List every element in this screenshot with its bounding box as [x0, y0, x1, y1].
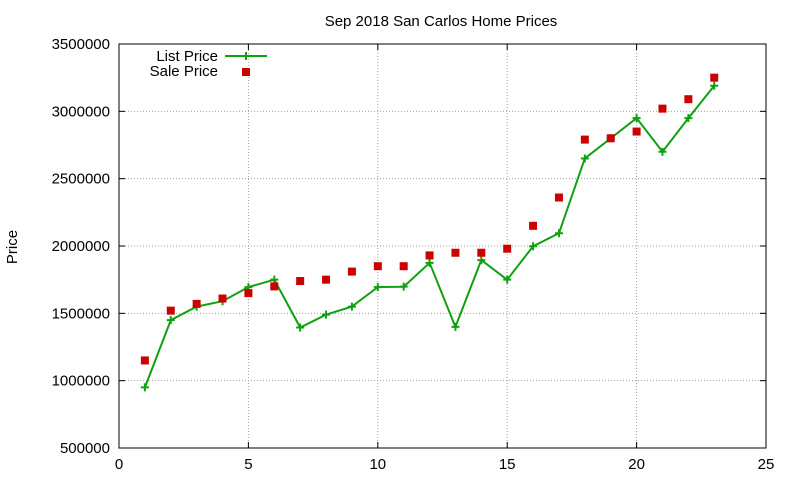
list-price-point — [166, 316, 175, 325]
y-axis-label: Price — [4, 230, 21, 264]
sale-price-point — [192, 299, 201, 308]
list-price-point — [425, 258, 434, 267]
y-tick-label: 2000000 — [52, 238, 110, 255]
legend-label-list-price: List Price — [156, 48, 218, 65]
legend-marker-list-price — [242, 52, 250, 60]
y-tick-label: 1000000 — [52, 373, 110, 390]
grid-lines — [119, 44, 766, 448]
x-tick-label: 25 — [758, 456, 775, 473]
list-price-point — [296, 323, 305, 332]
sale-price-point — [477, 248, 486, 257]
list-price-point — [503, 275, 512, 284]
list-price-point — [347, 302, 356, 311]
x-tick-label: 20 — [628, 456, 645, 473]
series-layer — [140, 73, 719, 392]
sale-price-point — [684, 95, 693, 104]
x-tick-label: 15 — [499, 456, 516, 473]
legend: List Price Sale Price — [150, 48, 267, 80]
legend-swatch-sale-price — [242, 68, 250, 76]
axis-ticks: 0 5 10 15 20 25 500000 1000000 1500000 2000000 250… — [52, 36, 775, 473]
plot-frame — [118, 43, 767, 449]
y-tick-label: 3500000 — [52, 36, 110, 53]
sale-price-point — [399, 262, 408, 271]
sale-price-point — [296, 277, 305, 286]
sale-price-point — [373, 262, 382, 271]
list-price-point — [658, 147, 667, 156]
list-price-point — [451, 322, 460, 331]
y-tick-label: 3000000 — [52, 103, 110, 120]
sale-price-point — [270, 282, 279, 291]
sale-price-point — [606, 134, 615, 143]
sale-price-point — [451, 248, 460, 257]
list-price-point — [632, 114, 641, 123]
sale-price-point — [322, 275, 331, 284]
list-price-point — [373, 283, 382, 292]
sale-price-point — [347, 267, 356, 276]
x-tick-label: 10 — [369, 456, 386, 473]
x-tick-label: 5 — [244, 456, 252, 473]
chart-title: Sep 2018 San Carlos Home Prices — [325, 13, 558, 30]
list-price-point — [529, 242, 538, 251]
list-price-point — [554, 229, 563, 238]
sale-price-point — [244, 289, 253, 298]
x-tick-label: 0 — [115, 456, 123, 473]
list-price-point — [580, 154, 589, 163]
list-price-point — [710, 81, 719, 90]
sale-price-point — [425, 251, 434, 260]
y-tick-label: 1500000 — [52, 305, 110, 322]
sale-price-point — [529, 221, 538, 230]
sale-price-point — [503, 244, 512, 253]
list-price-point — [399, 282, 408, 291]
sale-price-point — [140, 356, 149, 365]
y-tick-label: 2500000 — [52, 171, 110, 188]
list-price-point — [270, 275, 279, 284]
list-price-point — [477, 256, 486, 265]
sale-price-point — [632, 127, 641, 136]
sale-price-point — [554, 193, 563, 202]
y-tick-label: 500000 — [60, 440, 110, 457]
list-price-point — [684, 114, 693, 123]
list-price-line — [143, 85, 715, 388]
sale-price-point — [580, 135, 589, 144]
sale-price-point — [166, 306, 175, 315]
list-price-point — [140, 383, 149, 392]
list-price-point — [322, 310, 331, 319]
legend-label-sale-price: Sale Price — [150, 63, 218, 80]
sale-price-point — [710, 73, 719, 82]
sale-price-point — [658, 104, 667, 113]
sale-price-point — [218, 294, 227, 303]
